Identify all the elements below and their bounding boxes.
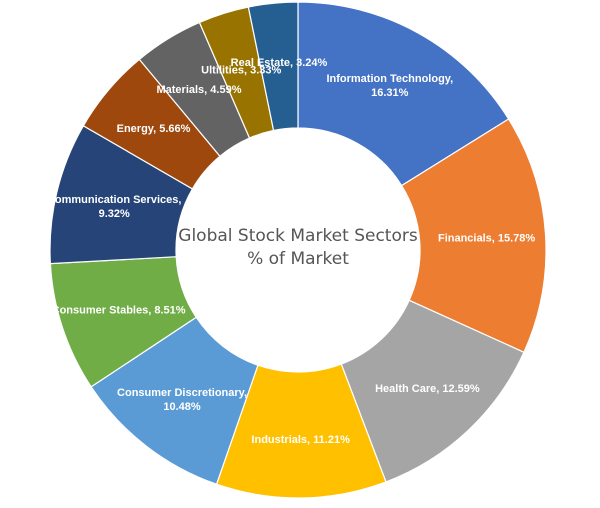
- center-title-line-1: Global Stock Market Sectors: [178, 226, 418, 246]
- label-consumer-discretionary: Consumer Discretionary, 10.48%: [117, 387, 247, 413]
- label-communication-services: Communication Services, 9.32%: [47, 194, 182, 220]
- label-energy: Energy, 5.66%: [117, 123, 191, 135]
- label-industrials: Industrials, 11.21%: [251, 434, 350, 446]
- labels-group: Information Technology, 16.31% Financials,…: [47, 57, 535, 446]
- label-ultilities: Ultilities, 3.33%: [201, 65, 281, 77]
- label-consumer-stables: Consumer Stables, 8.51%: [52, 304, 186, 316]
- slice-information-technology: [297, 1, 510, 187]
- slice-financials: [400, 118, 547, 354]
- label-health-care: Health Care, 12.59%: [375, 383, 480, 395]
- label-real-estate: Real Estate, 3.24%: [231, 57, 328, 69]
- slice-real-estate: [247, 1, 299, 132]
- label-information-technology: Information Technology, 16.31%: [326, 73, 453, 99]
- center-title-line-2: % of Market: [247, 249, 349, 269]
- slices-group: [49, 1, 547, 499]
- label-materials: Materials, 4.59%: [156, 84, 241, 96]
- label-financials: Financials, 15.78%: [438, 233, 535, 245]
